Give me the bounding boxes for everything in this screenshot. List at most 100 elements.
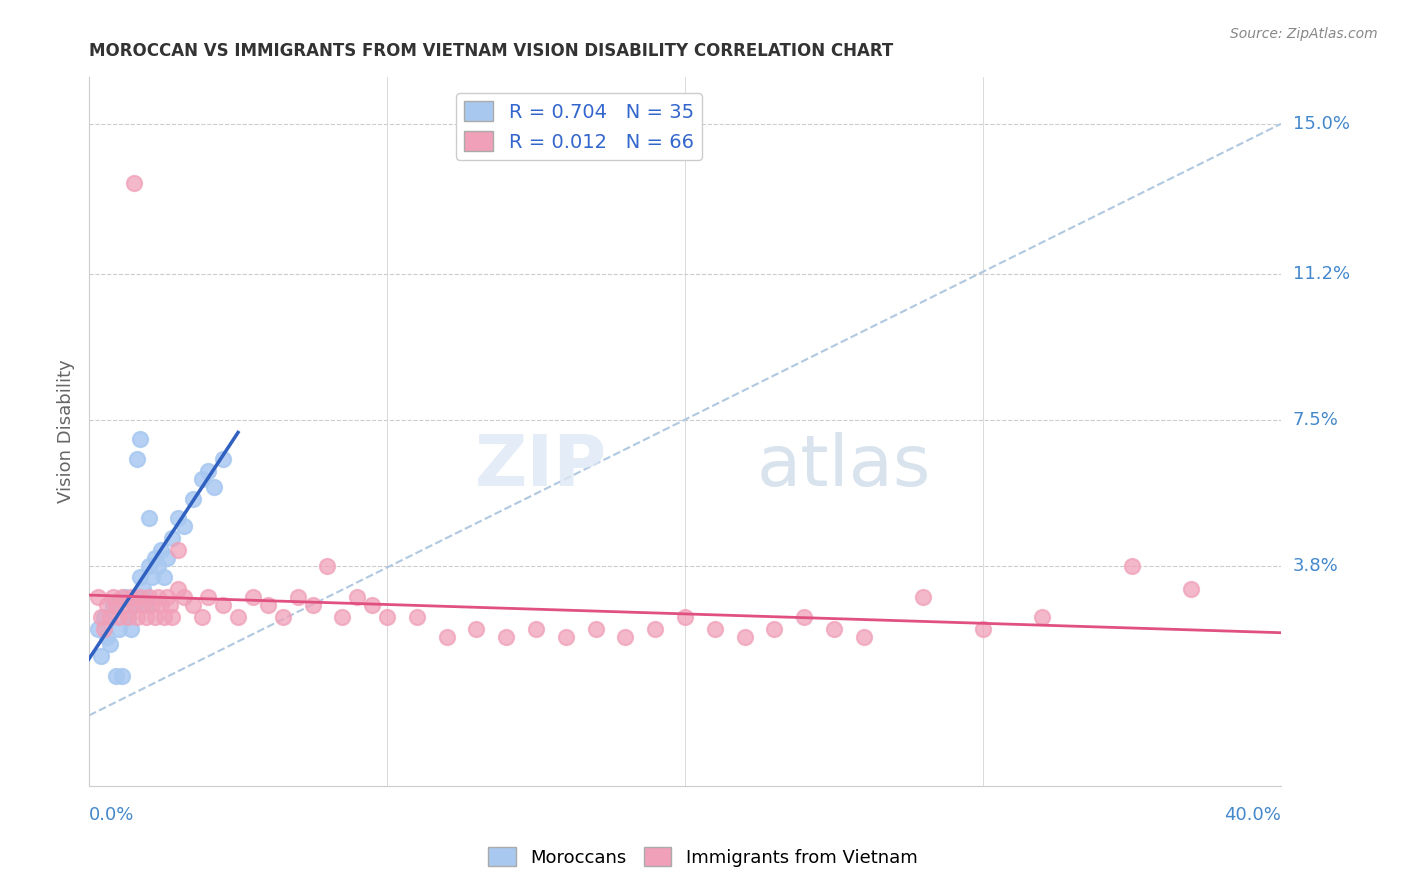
Point xyxy=(162,531,184,545)
Point xyxy=(93,622,115,636)
Point xyxy=(226,610,249,624)
Text: atlas: atlas xyxy=(756,433,931,501)
Point xyxy=(972,622,994,636)
Point xyxy=(149,598,172,612)
Point xyxy=(197,590,219,604)
Point xyxy=(183,491,205,506)
Point xyxy=(1031,610,1053,624)
Point xyxy=(101,590,124,604)
Point xyxy=(465,622,488,636)
Point xyxy=(114,590,136,604)
Point xyxy=(734,630,756,644)
Point xyxy=(120,590,142,604)
Point xyxy=(149,542,172,557)
Point xyxy=(90,649,112,664)
Text: 3.8%: 3.8% xyxy=(1292,557,1339,574)
Point xyxy=(167,511,190,525)
Point xyxy=(93,610,115,624)
Point xyxy=(117,610,139,624)
Text: 0.0%: 0.0% xyxy=(89,806,135,824)
Point xyxy=(104,598,127,612)
Point xyxy=(143,550,166,565)
Point xyxy=(242,590,264,604)
Point xyxy=(212,598,235,612)
Point xyxy=(96,598,118,612)
Point xyxy=(128,590,150,604)
Point xyxy=(375,610,398,624)
Point xyxy=(585,622,607,636)
Point xyxy=(644,622,666,636)
Legend: Moroccans, Immigrants from Vietnam: Moroccans, Immigrants from Vietnam xyxy=(481,840,925,874)
Point xyxy=(87,590,110,604)
Point xyxy=(673,610,696,624)
Point xyxy=(120,622,142,636)
Point xyxy=(614,630,637,644)
Point xyxy=(138,558,160,573)
Point xyxy=(330,610,353,624)
Point xyxy=(128,570,150,584)
Point xyxy=(316,558,339,573)
Y-axis label: Vision Disability: Vision Disability xyxy=(58,359,75,503)
Point xyxy=(271,610,294,624)
Point xyxy=(141,570,163,584)
Point xyxy=(128,433,150,447)
Point xyxy=(1180,582,1202,597)
Point xyxy=(256,598,278,612)
Point xyxy=(111,669,134,683)
Point xyxy=(183,598,205,612)
Point xyxy=(138,590,160,604)
Point xyxy=(912,590,935,604)
Point xyxy=(436,630,458,644)
Point xyxy=(122,176,145,190)
Point xyxy=(495,630,517,644)
Point xyxy=(114,598,136,612)
Point xyxy=(125,452,148,467)
Point xyxy=(155,550,177,565)
Text: 40.0%: 40.0% xyxy=(1225,806,1281,824)
Point xyxy=(173,590,195,604)
Point xyxy=(823,622,845,636)
Point xyxy=(131,582,153,597)
Point xyxy=(703,622,725,636)
Point xyxy=(131,598,153,612)
Point xyxy=(122,598,145,612)
Point xyxy=(155,590,177,604)
Point xyxy=(152,610,174,624)
Point xyxy=(287,590,309,604)
Point xyxy=(167,542,190,557)
Point xyxy=(96,630,118,644)
Point xyxy=(212,452,235,467)
Point xyxy=(117,610,139,624)
Point xyxy=(524,622,547,636)
Point xyxy=(104,669,127,683)
Point xyxy=(98,610,121,624)
Point xyxy=(202,480,225,494)
Point xyxy=(125,590,148,604)
Point xyxy=(143,610,166,624)
Point xyxy=(852,630,875,644)
Point xyxy=(108,622,131,636)
Point xyxy=(111,590,134,604)
Text: 11.2%: 11.2% xyxy=(1292,265,1350,283)
Point xyxy=(146,590,169,604)
Point xyxy=(191,472,214,486)
Point xyxy=(98,637,121,651)
Point xyxy=(108,610,131,624)
Point xyxy=(135,598,157,612)
Point xyxy=(191,610,214,624)
Point xyxy=(122,598,145,612)
Point xyxy=(301,598,323,612)
Point xyxy=(763,622,786,636)
Text: 7.5%: 7.5% xyxy=(1292,410,1339,429)
Text: ZIP: ZIP xyxy=(475,433,607,501)
Point xyxy=(87,622,110,636)
Text: MOROCCAN VS IMMIGRANTS FROM VIETNAM VISION DISABILITY CORRELATION CHART: MOROCCAN VS IMMIGRANTS FROM VIETNAM VISI… xyxy=(89,42,893,60)
Point xyxy=(554,630,576,644)
Text: 15.0%: 15.0% xyxy=(1292,115,1350,133)
Point xyxy=(152,570,174,584)
Point xyxy=(793,610,815,624)
Point xyxy=(173,519,195,533)
Point xyxy=(125,610,148,624)
Point xyxy=(1121,558,1143,573)
Point xyxy=(135,610,157,624)
